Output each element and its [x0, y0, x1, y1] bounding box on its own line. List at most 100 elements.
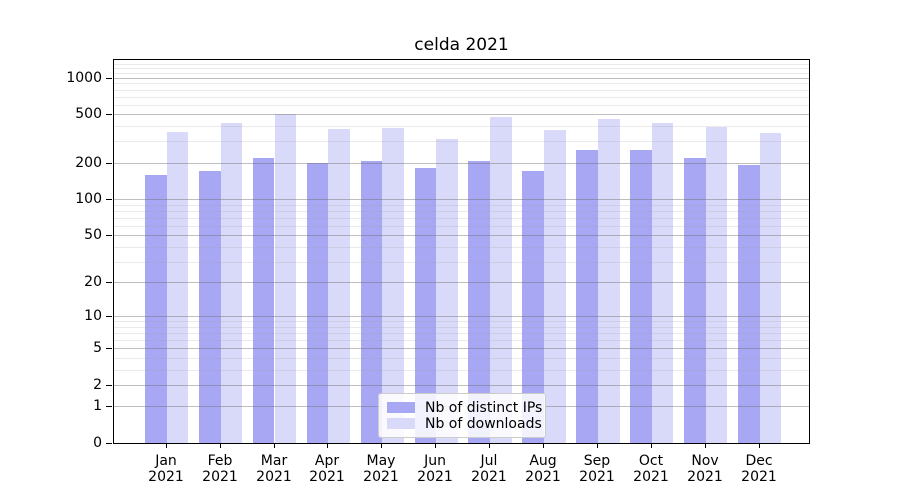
x-tick-mark [220, 444, 221, 448]
major-gridline [114, 77, 809, 79]
bar-downloads-dec [759, 133, 782, 443]
bar-distinct-ips-jul [468, 161, 491, 443]
minor-gridline [114, 225, 809, 227]
x-tick-mark [381, 444, 382, 448]
minor-gridline [114, 217, 809, 219]
y-tick-label: 50 [84, 227, 102, 243]
bar-downloads-jun [436, 139, 458, 443]
bar-distinct-ips-nov [684, 158, 706, 443]
bar-distinct-ips-aug [522, 171, 544, 443]
major-gridline [114, 316, 809, 318]
y-tick-mark [106, 282, 112, 283]
y-tick-label: 10 [84, 308, 102, 324]
y-tick-label: 1000 [66, 70, 102, 86]
bar-downloads-jul [490, 117, 512, 443]
y-tick-mark [106, 406, 112, 407]
minor-gridline [114, 141, 809, 143]
bar-distinct-ips-jun [414, 168, 437, 443]
bar-distinct-ips-dec [737, 165, 760, 443]
y-tick-mark [106, 199, 112, 200]
minor-gridline [114, 96, 809, 98]
y-tick-label: 0 [93, 435, 102, 451]
bar-distinct-ips-may [360, 161, 383, 443]
legend-label-downloads: Nb of downloads [425, 415, 542, 432]
x-tick-label: Aug 2021 [525, 453, 561, 485]
bar-downloads-apr [328, 129, 351, 443]
x-tick-mark [435, 444, 436, 448]
minor-gridline [114, 321, 809, 323]
x-tick-mark [327, 444, 328, 448]
y-tick-mark [106, 348, 112, 349]
y-tick-mark [106, 443, 112, 444]
x-tick-label: Mar 2021 [256, 453, 292, 485]
x-tick-mark [597, 444, 598, 448]
bar-distinct-ips-feb [198, 171, 221, 443]
bar-distinct-ips-sep [576, 150, 598, 443]
x-tick-mark [274, 444, 275, 448]
minor-gridline [114, 261, 809, 263]
major-gridline [114, 235, 809, 237]
minor-gridline [114, 126, 809, 128]
x-tick-mark [759, 444, 760, 448]
legend-item-downloads: Nb of downloads [387, 416, 542, 432]
minor-gridline [114, 357, 809, 359]
x-tick-mark [489, 444, 490, 448]
x-tick-label: Sep 2021 [579, 453, 615, 485]
major-gridline [114, 114, 809, 116]
bar-distinct-ips-jan [145, 175, 167, 443]
minor-gridline [114, 204, 809, 206]
x-tick-label: Apr 2021 [309, 453, 345, 485]
minor-gridline [114, 369, 809, 371]
minor-gridline [114, 333, 809, 335]
minor-gridline [114, 68, 809, 70]
major-gridline [114, 162, 809, 164]
y-tick-label: 5 [93, 340, 102, 356]
legend: Nb of distinct IPs Nb of downloads [378, 393, 546, 438]
x-tick-mark [705, 444, 706, 448]
x-tick-label: Jul 2021 [471, 453, 507, 485]
bar-downloads-oct [651, 123, 674, 443]
major-gridline [114, 384, 809, 386]
minor-gridline [114, 89, 809, 91]
x-tick-label: Jan 2021 [148, 453, 184, 485]
y-tick-mark [106, 316, 112, 317]
minor-gridline [114, 63, 809, 65]
minor-gridline [114, 104, 809, 106]
x-tick-mark [166, 444, 167, 448]
minor-gridline [114, 326, 809, 328]
y-tick-label: 500 [75, 106, 102, 122]
y-tick-label: 1 [93, 398, 102, 414]
y-tick-label: 2 [93, 377, 102, 393]
x-tick-label: Nov 2021 [687, 453, 723, 485]
bar-downloads-nov [705, 127, 728, 443]
minor-gridline [114, 72, 809, 74]
bar-downloads-jan [166, 132, 189, 443]
major-gridline [114, 348, 809, 350]
y-tick-label: 200 [75, 155, 102, 171]
x-tick-mark [651, 444, 652, 448]
legend-label-distinct-ips: Nb of distinct IPs [425, 399, 543, 416]
legend-item-distinct-ips: Nb of distinct IPs [387, 400, 542, 416]
plot-area [113, 59, 810, 444]
legend-swatch-distinct-ips [387, 402, 415, 413]
bar-distinct-ips-apr [306, 163, 329, 443]
bar-downloads-may [382, 128, 404, 443]
y-tick-mark [106, 235, 112, 236]
y-tick-mark [106, 385, 112, 386]
chart-title: celda 2021 [414, 35, 509, 55]
x-tick-label: Dec 2021 [741, 453, 777, 485]
bar-downloads-aug [544, 130, 566, 443]
major-gridline [114, 199, 809, 200]
x-tick-label: Oct 2021 [633, 453, 669, 485]
bar-distinct-ips-mar [252, 158, 275, 443]
x-tick-label: May 2021 [363, 453, 399, 485]
minor-gridline [114, 246, 809, 248]
y-tick-label: 100 [75, 191, 102, 207]
legend-swatch-downloads [387, 418, 415, 429]
bar-downloads-mar [274, 114, 297, 443]
x-tick-mark [543, 444, 544, 448]
bar-downloads-sep [597, 119, 620, 443]
x-tick-label: Feb 2021 [202, 453, 238, 485]
minor-gridline [114, 83, 809, 85]
